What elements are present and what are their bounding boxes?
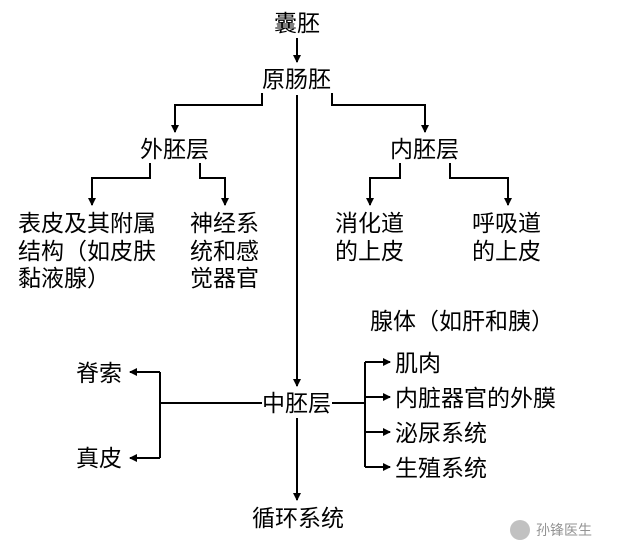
node-n_blastula: 囊胚 (274, 10, 320, 38)
node-n_endoderm: 内胚层 (390, 136, 459, 164)
edge (92, 163, 150, 205)
watermark-text: 孙锋医生 (536, 520, 592, 540)
node-n_epidermis: 表皮及其附属 结构（如皮肤 黏液腺） (18, 210, 156, 293)
edge (200, 163, 225, 205)
node-n_gastrula: 原肠胚 (262, 66, 331, 94)
edge (450, 163, 508, 205)
edge (370, 163, 400, 205)
node-n_ectoderm: 外胚层 (140, 136, 209, 164)
node-n_glands: 腺体（如肝和胰） (370, 308, 554, 336)
node-n_respire: 呼吸道 的上皮 (472, 210, 541, 265)
node-n_muscle: 肌肉 (395, 350, 441, 378)
node-n_mesoderm: 中胚层 (262, 390, 331, 418)
node-n_visceral: 内脏器官的外膜 (395, 385, 556, 413)
edge (332, 93, 425, 132)
node-n_digestive: 消化道 的上皮 (335, 210, 404, 265)
edge (175, 93, 262, 132)
node-n_notochord: 脊索 (76, 360, 122, 388)
node-n_circ: 循环系统 (252, 505, 344, 533)
node-n_reprod: 生殖系统 (395, 455, 487, 483)
wechat-icon (510, 520, 530, 540)
node-n_nervous: 神经系 统和感 觉器官 (190, 210, 259, 293)
watermark: 孙锋医生 (510, 520, 592, 540)
node-n_urinary: 泌尿系统 (395, 420, 487, 448)
node-n_dermis: 真皮 (76, 445, 122, 473)
